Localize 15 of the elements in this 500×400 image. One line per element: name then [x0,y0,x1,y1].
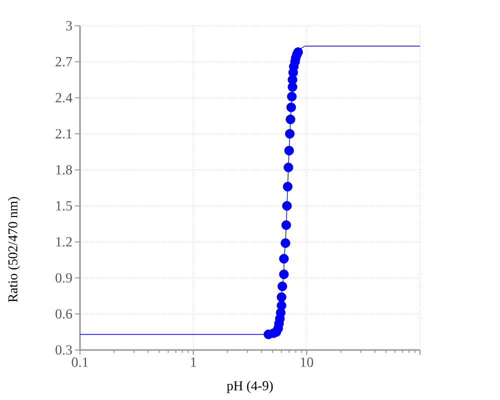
y-tick-label: 0.9 [56,273,72,283]
y-tick-label: 1.5 [56,201,72,211]
y-tick-label: 0.3 [56,345,72,355]
y-tick-label: 2.1 [56,129,72,139]
x-tick-label: 10 [300,358,314,367]
x-tick-label: 0.1 [72,358,88,367]
y-tick-label: 2.4 [56,93,72,102]
x-axis-title: pH (4-9) [226,380,273,394]
x-tick-label: 1 [191,358,196,367]
y-tick-label: 1.2 [56,237,72,247]
y-tick-label: 1.8 [56,165,72,175]
y-tick-label: 2.7 [56,57,72,66]
y-tick-label: 3 [66,21,72,30]
y-tick-label: 0.6 [56,309,72,319]
y-axis-title: Ratio (502/470 nm) [8,197,20,302]
